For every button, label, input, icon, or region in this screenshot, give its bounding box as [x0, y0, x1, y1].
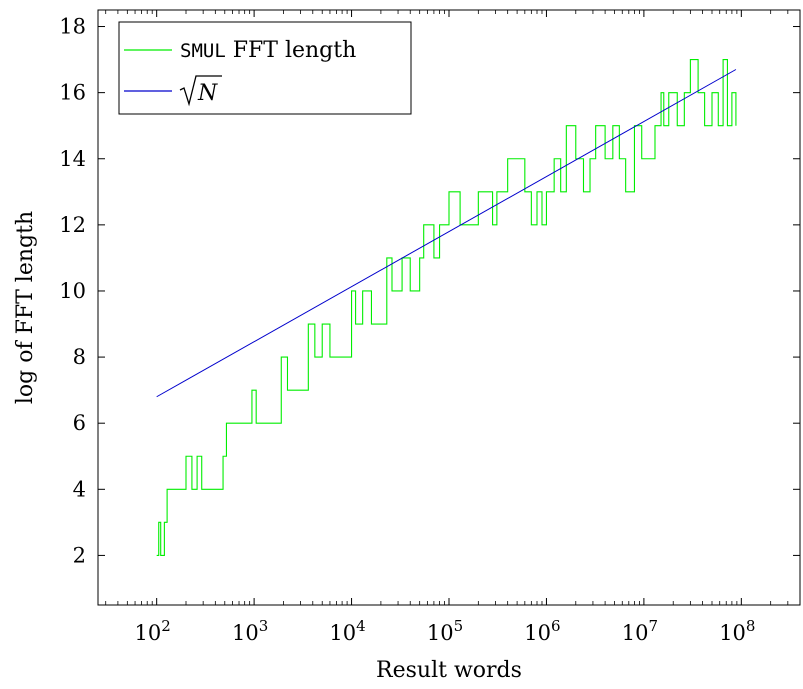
y-tick-label: 16	[59, 81, 86, 105]
x-axis-label: Result words	[376, 658, 522, 683]
y-tick-label: 2	[73, 543, 86, 567]
series-layer	[156, 59, 737, 556]
x-tick-label: 108	[719, 617, 755, 645]
y-tick-label: 8	[73, 345, 86, 369]
sqrt-symbol	[179, 75, 222, 107]
legend-label-sqrt: N	[197, 81, 218, 106]
y-tick-label: 18	[59, 15, 86, 39]
y-tick-label: 12	[59, 213, 86, 237]
y-tick-label: 6	[73, 411, 86, 435]
x-tick-label: 106	[524, 617, 560, 645]
legend: SMUL FFT length N	[118, 21, 412, 115]
legend-box	[118, 21, 412, 115]
x-tick-label: 105	[427, 617, 463, 645]
y-tick-label: 10	[59, 279, 86, 303]
y-axis-label: log of FFT length	[13, 211, 38, 404]
series-line	[156, 59, 737, 556]
ticks-layer: 102 103 104 105 106 107 108 2 4 6 8 10 12 14 16 18	[59, 10, 801, 645]
series-line	[156, 69, 737, 398]
x-tick-label: 102	[135, 617, 171, 645]
y-tick-label: 14	[59, 147, 86, 171]
x-tick-label: 104	[329, 617, 365, 645]
legend-label-smul: SMUL FFT length	[180, 38, 356, 63]
x-tick-label: 107	[622, 617, 658, 645]
x-tick-label: 103	[232, 617, 268, 645]
y-tick-label: 4	[73, 477, 86, 501]
